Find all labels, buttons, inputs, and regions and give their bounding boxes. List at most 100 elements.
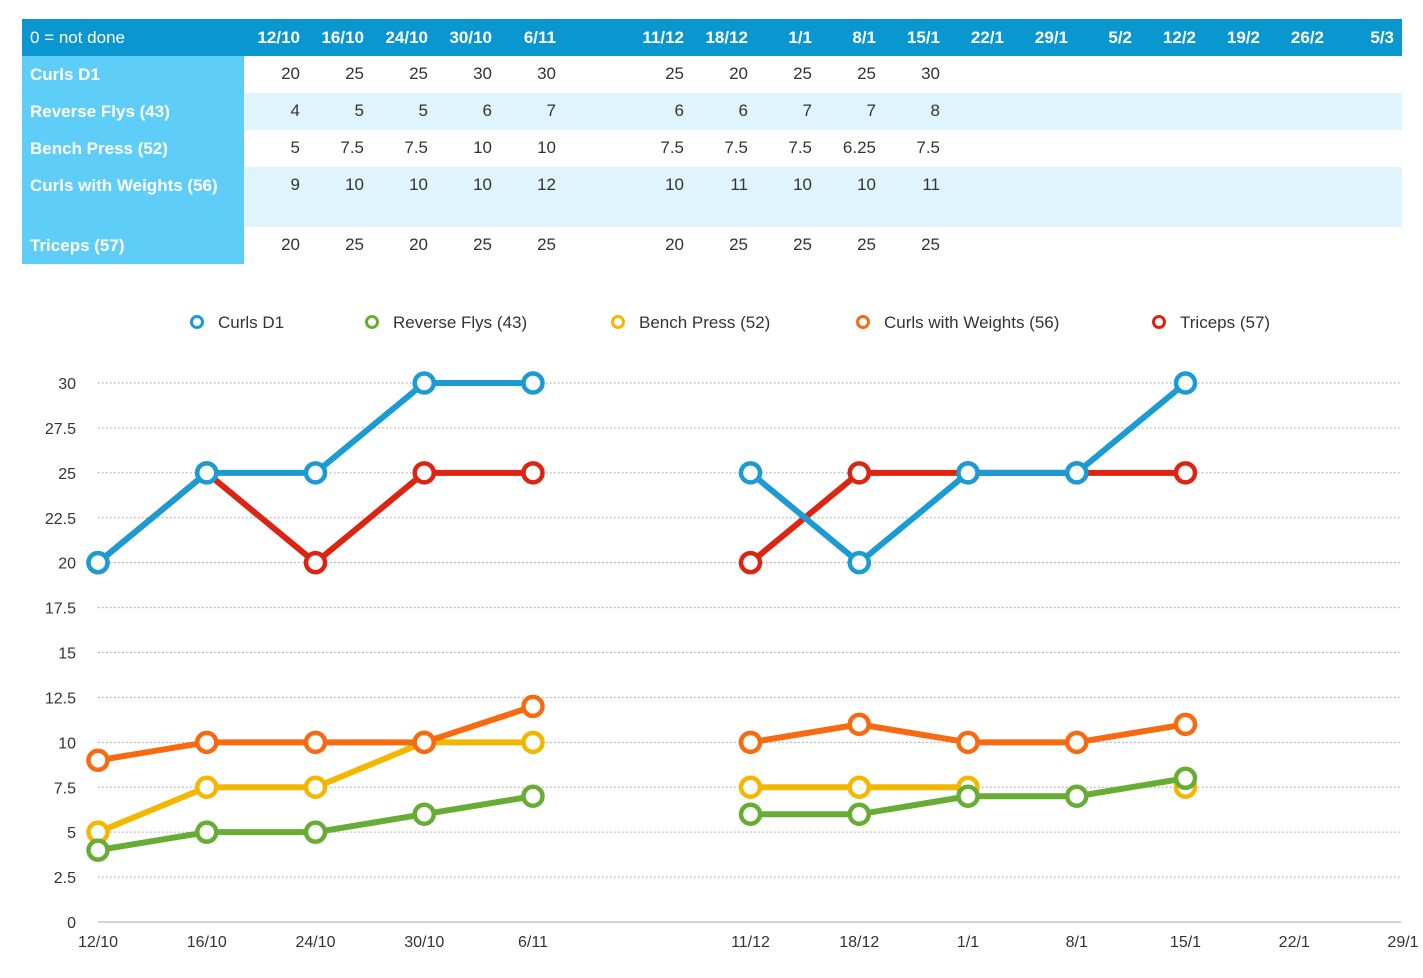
data-point [956,730,980,755]
legend-item: Bench Press (52) [611,313,770,332]
chart-legend: Curls D1 Reverse Flys (43) Bench Press (52… [190,313,1270,332]
table-date-header: 18/12 [692,19,756,56]
x-tick-label: 24/10 [295,934,335,951]
data-point [738,730,763,755]
table-cell [564,56,608,93]
table-cell [1140,56,1204,93]
table-cell: 11 [692,167,756,227]
table-cell [1076,56,1140,93]
legend-item: Triceps (57) [1152,313,1270,332]
table-cell: 25 [793,235,812,254]
y-tick-label: 20 [58,556,76,573]
data-point [521,461,545,485]
y-tick-label: 17.5 [45,601,76,618]
table-row-label: Triceps (57) [22,227,244,264]
table-cell: 25 [345,64,364,83]
table-cell [1204,167,1268,227]
table-cell [1268,167,1332,227]
table-cell: 6 [692,93,756,130]
table-date-header: 30/10 [436,19,500,56]
data-point [195,820,219,844]
table-date-header: 22/1 [948,19,1012,56]
data-point [1065,730,1089,755]
data-point [412,371,436,395]
table-cell [564,93,608,130]
table-date-header: 29/1 [1012,19,1076,56]
table-cell: 25 [345,235,364,254]
data-point [738,461,763,485]
x-tick-label: 22/1 [1279,934,1310,951]
data-point [847,712,871,737]
table-cell [1332,227,1402,264]
data-point [195,461,219,485]
table-cell [1204,227,1268,264]
data-point [303,775,328,799]
table-date-header: 16/10 [308,19,372,56]
table-cell [1140,93,1204,130]
table-cell: 7.5 [340,138,364,157]
legend-marker [1152,315,1166,329]
table-cell: 7.5 [660,138,684,157]
data-point [1173,371,1198,395]
table-cell: 10 [308,167,372,227]
table-row: Bench Press (52) 5 7.5 7.5 10 10 7.5 7.5 7.5 6.25… [22,130,1402,167]
table-cell [1076,167,1140,227]
table-date-header: 12/10 [244,19,308,56]
table-date-header: 1/1 [756,19,820,56]
table-cell: 25 [537,235,556,254]
table-row: Curls D1 20 25 25 30 30 25 20 25 25 30 [22,56,1402,93]
data-point [847,550,871,575]
legend-marker [611,315,625,329]
series-line [747,469,1189,566]
table-cell: 25 [409,64,428,83]
table-cell: 25 [473,235,492,254]
table-cell: 7 [500,93,564,130]
table-cell [1076,227,1140,264]
table-cell [1140,167,1204,227]
y-tick-label: 10 [58,735,76,752]
table-cell: 25 [857,64,876,83]
table-row-label: Curls D1 [22,56,244,93]
table-cell [1332,167,1402,227]
data-point [1173,712,1198,737]
x-tick-label: 29/1 [1387,934,1418,951]
table-date-header [564,19,608,56]
chart-plot-area [86,371,1198,862]
table-row-label: Bench Press (52) [22,130,244,167]
data-point [956,461,980,485]
data-point [1173,461,1198,485]
table-cell: 5 [308,93,372,130]
table-cell: 30 [537,64,556,83]
table-cell [1012,56,1076,93]
table-date-header: 6/11 [500,19,564,56]
table-date-header: 5/2 [1076,19,1140,56]
data-point [86,748,110,773]
table-cell: 11 [884,167,948,227]
data-point [521,694,545,719]
data-point [956,784,980,808]
data-table: 0 = not done 12/10 16/10 24/10 30/10 6/11 11/… [22,19,1402,264]
data-point [303,820,328,844]
data-point [738,775,763,799]
table-cell: 6 [436,93,500,130]
table-row: Curls with Weights (56) 9 10 10 10 12 10 11 10 10… [22,167,1402,227]
table-cell [1076,93,1140,130]
table-date-header: 24/10 [372,19,436,56]
table-cell: 20 [281,64,300,83]
table-cell [1268,130,1332,167]
table-cell [564,227,608,264]
legend-label: Reverse Flys (43) [393,313,527,332]
table-cell: 20 [409,235,428,254]
data-point [412,730,436,755]
table-cell: 7.5 [788,138,812,157]
table-date-header: 8/1 [820,19,884,56]
y-tick-label: 2.5 [54,870,76,887]
table-cell: 5 [290,138,300,157]
table-cell [948,227,1012,264]
data-point [521,730,545,755]
table-date-header: 19/2 [1204,19,1268,56]
table-date-header: 12/2 [1140,19,1204,56]
table-corner-label: 0 = not done [22,19,244,56]
data-point [1065,784,1089,808]
y-tick-label: 22.5 [45,511,76,528]
